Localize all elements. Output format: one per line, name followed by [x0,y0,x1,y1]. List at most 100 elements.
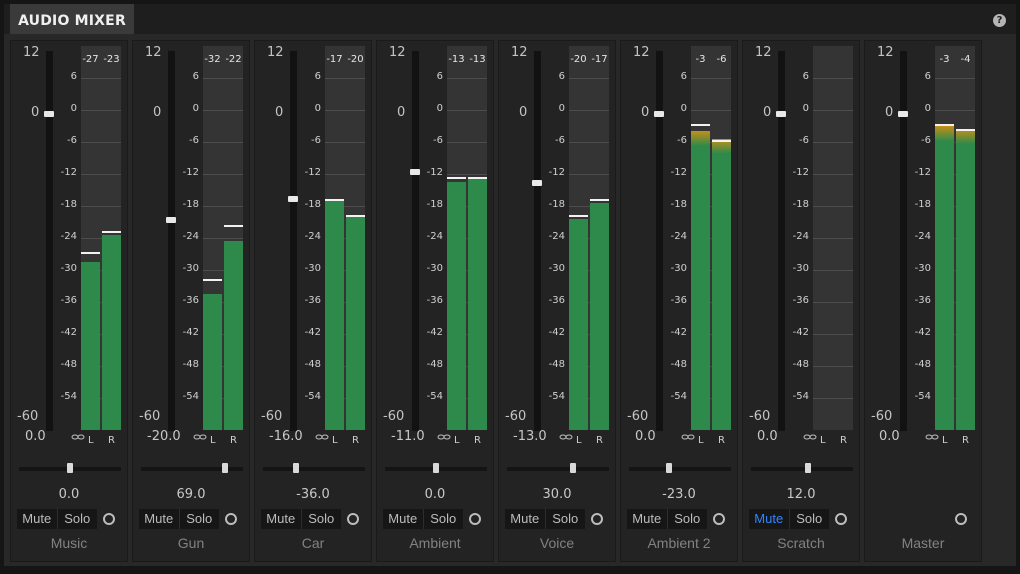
pan-slider-track[interactable] [263,467,365,471]
mute-button[interactable]: Mute [627,509,668,529]
meter-gridline [691,270,731,271]
record-arm-radio[interactable] [591,513,603,525]
meter-scale-label: -36 [426,295,443,306]
meter-scale-label: -36 [60,295,77,306]
solo-button[interactable]: Solo [64,511,91,526]
volume-fader-track[interactable] [656,51,663,431]
pan-slider-track[interactable] [141,467,243,471]
meter-gridline [81,206,121,207]
channel-name: Car [301,535,325,551]
meter-scale-label: -6 [67,135,77,146]
meter-peak-right [956,129,975,132]
meter-peak-value-left: -3 [695,54,706,65]
volume-fader-handle[interactable] [654,111,664,118]
meter-scale-label: -48 [426,359,443,370]
meter-scale-label: -24 [304,231,321,242]
meter-peak-left [81,252,100,254]
tab-audio-mixer[interactable]: AUDIO MIXER [10,4,134,38]
pan-value: 0.0 [58,487,80,502]
meter-scale-label: -24 [914,231,931,242]
pan-slider-handle[interactable] [570,463,577,473]
volume-fader-track[interactable] [534,51,541,431]
solo-button[interactable]: Solo [308,511,335,526]
record-arm-radio[interactable] [713,513,725,525]
pan-slider-track[interactable] [751,467,853,471]
meter-scale-label: -18 [60,199,77,210]
meter-bar-left [569,219,588,430]
meter-scale-label: -24 [548,231,565,242]
mute-button[interactable]: Mute [383,509,424,529]
pan-slider-track[interactable] [507,467,609,471]
fader-scale-top: 12 [633,45,650,60]
record-arm-radio[interactable] [469,513,481,525]
meter-scale-label: -42 [792,327,809,338]
infinity-icon [559,425,573,440]
channel-name: Voice [539,535,575,551]
volume-fader-handle[interactable] [898,111,908,118]
pan-slider-handle[interactable] [221,463,228,473]
volume-fader-track[interactable] [778,51,785,431]
meter-scale-label: 0 [924,103,931,114]
meter-gridline [203,206,243,207]
volume-fader-track[interactable] [290,51,297,431]
solo-button[interactable]: Solo [430,511,457,526]
volume-fader-track[interactable] [168,51,175,431]
solo-button[interactable]: Solo [674,511,701,526]
meter-scale-label: -12 [304,167,321,178]
pan-slider-handle[interactable] [805,463,812,473]
volume-fader-handle[interactable] [532,179,542,186]
meter-gridline [447,206,487,207]
channel-name: Ambient 2 [647,535,711,551]
volume-fader-handle[interactable] [288,195,298,202]
volume-fader-handle[interactable] [44,111,54,118]
volume-fader-track[interactable] [412,51,419,431]
meter-gridline [447,174,487,175]
volume-fader-handle[interactable] [776,111,786,118]
meter-scale-label: -6 [189,135,199,146]
pan-slider-handle[interactable] [67,463,73,473]
meter-scale-label: -54 [304,391,321,402]
meter-scale-label: -18 [670,199,687,210]
meter-label-left: L [332,435,338,446]
meter-scale-label: -54 [914,391,931,402]
record-arm-radio[interactable] [225,513,237,525]
record-arm-radio[interactable] [347,513,359,525]
mute-button[interactable]: Mute [17,509,58,529]
meter-scale-label: -18 [548,199,565,210]
mute-button[interactable]: Mute [505,509,546,529]
solo-button[interactable]: Solo [186,511,213,526]
meter-gridline [325,302,365,303]
pan-slider-track[interactable] [629,467,731,471]
meter-gridline [325,270,365,271]
mute-button[interactable]: Mute [261,509,302,529]
meter-label-right: R [230,435,237,446]
record-arm-radio[interactable] [955,513,967,525]
meter-scale-label: -6 [799,135,809,146]
help-icon[interactable]: ? [993,14,1006,27]
pan-slider-handle[interactable] [665,463,672,473]
mute-button[interactable]: Mute [749,509,790,529]
fader-scale-zero: 0 [519,105,528,120]
volume-fader-track[interactable] [900,51,907,431]
meter-gridline [203,78,243,79]
pan-slider-handle[interactable] [292,463,299,473]
volume-fader-track[interactable] [46,51,53,431]
meter-scale-label: -12 [548,167,565,178]
volume-fader-handle[interactable] [410,169,420,176]
pan-slider-handle[interactable] [433,463,439,473]
mute-button[interactable]: Mute [139,509,180,529]
meter-scale-label: 6 [314,71,321,82]
fader-scale-top: 12 [511,45,528,60]
channel-strip: 12 0 -60 0.0 6 0 -6 -12 -18 -24 -30 -36 -42 -48 -54 -27… [10,40,128,562]
solo-button[interactable]: Solo [552,511,579,526]
volume-fader-handle[interactable] [166,216,176,223]
meter-scale-label: -18 [426,199,443,210]
meter-gridline [935,334,975,335]
record-arm-radio[interactable] [103,513,115,525]
solo-button[interactable]: Solo [796,511,823,526]
meter-gridline [569,206,609,207]
meter-scale-label: -6 [555,135,565,146]
mute-solo-group: Mute Solo [139,509,219,529]
record-arm-radio[interactable] [835,513,847,525]
meter-bar-right [224,240,243,430]
